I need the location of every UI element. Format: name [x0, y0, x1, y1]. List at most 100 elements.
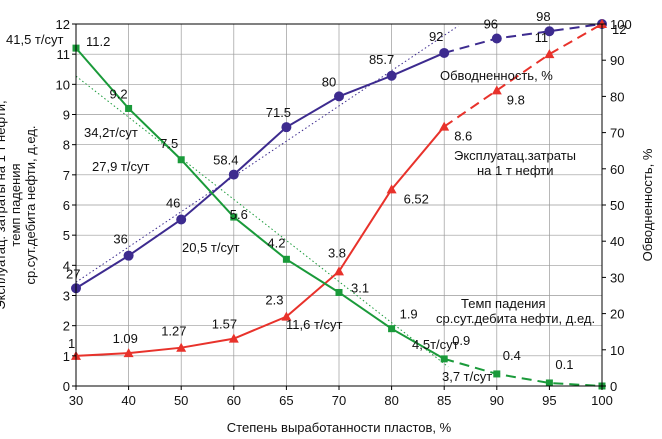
y2-tick-label: 30 — [610, 270, 624, 285]
y-tick-label: 0 — [63, 379, 70, 394]
data-label-2: 0.1 — [555, 357, 573, 372]
series-point-0 — [334, 91, 344, 102]
y2-tick-label: 40 — [610, 234, 624, 249]
series-point-0 — [491, 33, 502, 44]
series-point-1 — [334, 266, 344, 276]
series-point-2 — [440, 355, 448, 363]
data-label-2: 0.4 — [503, 348, 521, 363]
watercut-trend-line — [75, 25, 459, 283]
series-point-0 — [228, 169, 239, 180]
data-label-0: 46 — [166, 195, 180, 210]
data-label-2: 0.9 — [452, 333, 470, 348]
tick-labels: 0123456789101112010203040506070809010030… — [56, 17, 632, 408]
y-tick-label: 10 — [56, 77, 70, 92]
y-tick-label: 4 — [63, 258, 70, 273]
data-label-0: 58.4 — [213, 153, 238, 168]
series-line-0 — [75, 52, 445, 290]
x-tick-label: 90 — [490, 393, 504, 408]
y-tick-label: 2 — [63, 319, 70, 334]
legend-decline-line-1: Темп падения — [461, 296, 546, 311]
legend-decline-line-2: ср.сут.дебита нефти, д.ед. — [436, 311, 595, 326]
data-label-0: 98 — [536, 9, 550, 24]
x-tick-label: 70 — [332, 393, 346, 408]
series-point-0 — [281, 122, 292, 133]
data-label-1: 1.09 — [113, 331, 138, 346]
y-tick-label: 6 — [63, 198, 70, 213]
series-point-2 — [335, 288, 343, 296]
y-tick-label: 5 — [63, 228, 70, 243]
y2-tick-label: 100 — [610, 17, 632, 32]
series-point-2 — [230, 213, 238, 221]
trend-lines — [75, 25, 459, 368]
data-label-2: 7.5 — [160, 136, 178, 151]
series-point-1 — [439, 121, 450, 131]
annotation-20-5: 20,5 т/сут — [182, 240, 239, 255]
y2-tick-label: 60 — [610, 162, 624, 177]
y2-axis-label: Обводненность, % — [640, 148, 655, 261]
y-tick-label: 8 — [63, 138, 70, 153]
series-point-1 — [491, 85, 502, 95]
series-point-2 — [493, 370, 501, 378]
series-point-1 — [176, 342, 187, 352]
annotation-3-7: 3,7 т/сут — [442, 369, 492, 384]
series-line-2 — [75, 47, 445, 360]
annotation-4-5: 4,5т/сут — [412, 337, 459, 352]
series-point-2 — [388, 325, 396, 333]
series-group — [71, 19, 607, 390]
series-line-dashed-2 — [443, 357, 603, 387]
y2-tick-label: 80 — [610, 89, 624, 104]
data-label-1: 11 — [535, 30, 549, 45]
data-label-0: 36 — [113, 232, 127, 247]
data-label-2: 9.2 — [110, 86, 128, 101]
y-tick-label: 12 — [56, 17, 70, 32]
annotation-27-9: 27,9 т/сут — [92, 159, 149, 174]
series-point-0 — [386, 70, 397, 81]
data-label-1: 6.52 — [404, 191, 429, 206]
series-point-0 — [176, 214, 187, 225]
grid — [76, 24, 602, 386]
legend-watercut: Обводненность, % — [440, 68, 553, 83]
data-label-1: 2.3 — [265, 293, 283, 308]
series-point-1 — [544, 49, 555, 59]
series-point-0 — [439, 47, 450, 58]
x-tick-label: 85 — [437, 393, 451, 408]
series-point-1 — [386, 184, 397, 194]
y-tick-label: 3 — [63, 289, 70, 304]
data-label-2: 11.2 — [86, 34, 110, 49]
data-label-1: 1 — [68, 336, 75, 351]
series-point-0 — [544, 26, 555, 37]
y-axis-label-line-1: Эксплуатац. затраты на 1 т нефти, — [0, 100, 8, 309]
x-tick-label: 100 — [591, 393, 613, 408]
data-label-1: 3.8 — [328, 245, 346, 260]
data-label-0: 85.7 — [369, 52, 394, 67]
series-line-1 — [75, 125, 445, 357]
data-label-0: 71.5 — [266, 105, 291, 120]
series-point-1 — [228, 333, 239, 343]
y-tick-label: 9 — [63, 108, 70, 123]
x-tick-label: 80 — [384, 393, 398, 408]
series-point-2 — [177, 156, 185, 164]
y2-tick-label: 10 — [610, 343, 624, 358]
data-label-2: 1.9 — [400, 307, 418, 322]
series-point-2 — [545, 379, 553, 387]
data-label-1: 9.8 — [507, 92, 525, 107]
x-tick-label: 60 — [227, 393, 241, 408]
legend-costs-line-2: на 1 т нефти — [477, 163, 553, 178]
y-axis-label-line-3: ср.сут.дебита нефти, д.ед. — [23, 125, 38, 284]
y2-tick-label: 50 — [610, 198, 624, 213]
decline-trend-line — [75, 75, 449, 368]
x-tick-label: 50 — [174, 393, 188, 408]
data-label-0: 92 — [429, 29, 443, 44]
data-label-2: 3.1 — [351, 280, 369, 295]
x-tick-label: 95 — [542, 393, 556, 408]
data-label-1: 12 — [612, 22, 626, 37]
series-point-2 — [125, 104, 133, 112]
data-label-0: 96 — [484, 16, 498, 31]
data-label-2: 4.2 — [267, 235, 285, 250]
x-tick-label: 65 — [279, 393, 293, 408]
x-tick-label: 30 — [69, 393, 83, 408]
y-axis-label: Эксплуатац. затраты на 1 т нефти,темп па… — [0, 100, 38, 309]
annotation-34-2: 34,2т/сут — [84, 125, 138, 140]
